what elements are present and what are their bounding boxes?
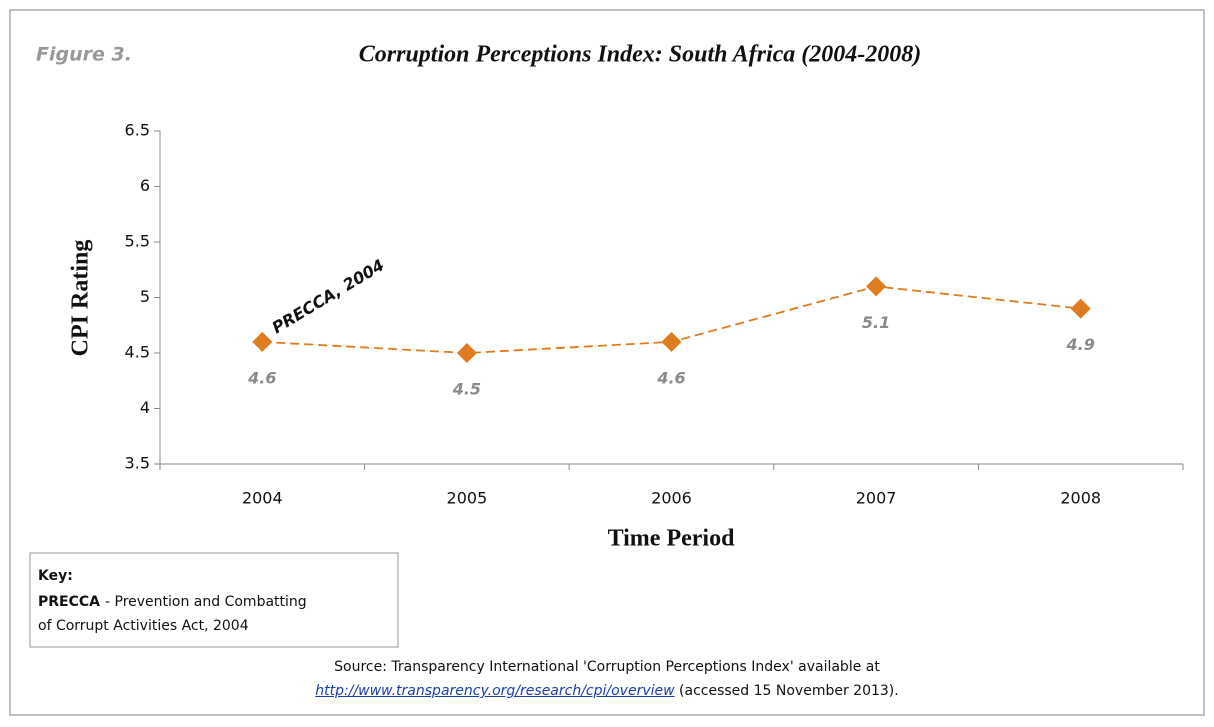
key-box: [29, 552, 399, 648]
y-tick-label: 5: [140, 287, 150, 306]
annotation: PRECCA, 2004: [269, 255, 388, 337]
point: [1070, 298, 1091, 319]
value-label: 4.6: [247, 368, 276, 387]
point: [252, 331, 273, 352]
value-label: 4.5: [452, 380, 481, 399]
value-label: 4.6: [656, 368, 685, 387]
y-axis-label: CPI Rating: [68, 240, 94, 357]
y-tick-label: 4.5: [125, 343, 150, 362]
y-tick-label: 6: [140, 176, 150, 195]
source-link[interactable]: http://www.transparency.org/research/cpi…: [315, 683, 675, 699]
x-tick-label: 2007: [856, 489, 897, 508]
source: Source: Transparency International 'Corr…: [0, 655, 1214, 703]
key-definition: of Corrupt Activities Act, 2004: [38, 618, 249, 634]
point: [456, 343, 477, 363]
source-note: (accessed 15 November 2013).: [679, 683, 899, 699]
y-tick-label: 6.5: [125, 121, 150, 140]
frame: [9, 9, 1205, 716]
y-tick-label: 4: [140, 398, 150, 417]
value-label: 4.9: [1066, 335, 1095, 354]
x-tick-label: 2005: [447, 489, 488, 508]
x-tick-label: 2006: [651, 489, 692, 508]
point: [866, 276, 887, 297]
y-tick-label: 5.5: [125, 232, 150, 251]
y-tick-label: 3.5: [125, 454, 150, 473]
x-tick-label: 2008: [1060, 489, 1101, 508]
key-term: PRECCA: [38, 594, 100, 610]
point: [661, 331, 682, 352]
chart-title: Corruption Perceptions Index: South Afri…: [359, 42, 922, 68]
key-definition: - Prevention and Combatting: [105, 594, 307, 610]
value-label: 5.1: [862, 313, 890, 332]
x-tick-label: 2004: [242, 489, 283, 508]
key-line: PRECCA - Prevention and Combatting: [38, 594, 307, 610]
source-text: Source: Transparency International 'Corr…: [334, 659, 880, 675]
figure-label: Figure 3.: [36, 44, 132, 66]
key-title: Key:: [38, 568, 73, 584]
x-axis-label: Time Period: [608, 526, 736, 552]
